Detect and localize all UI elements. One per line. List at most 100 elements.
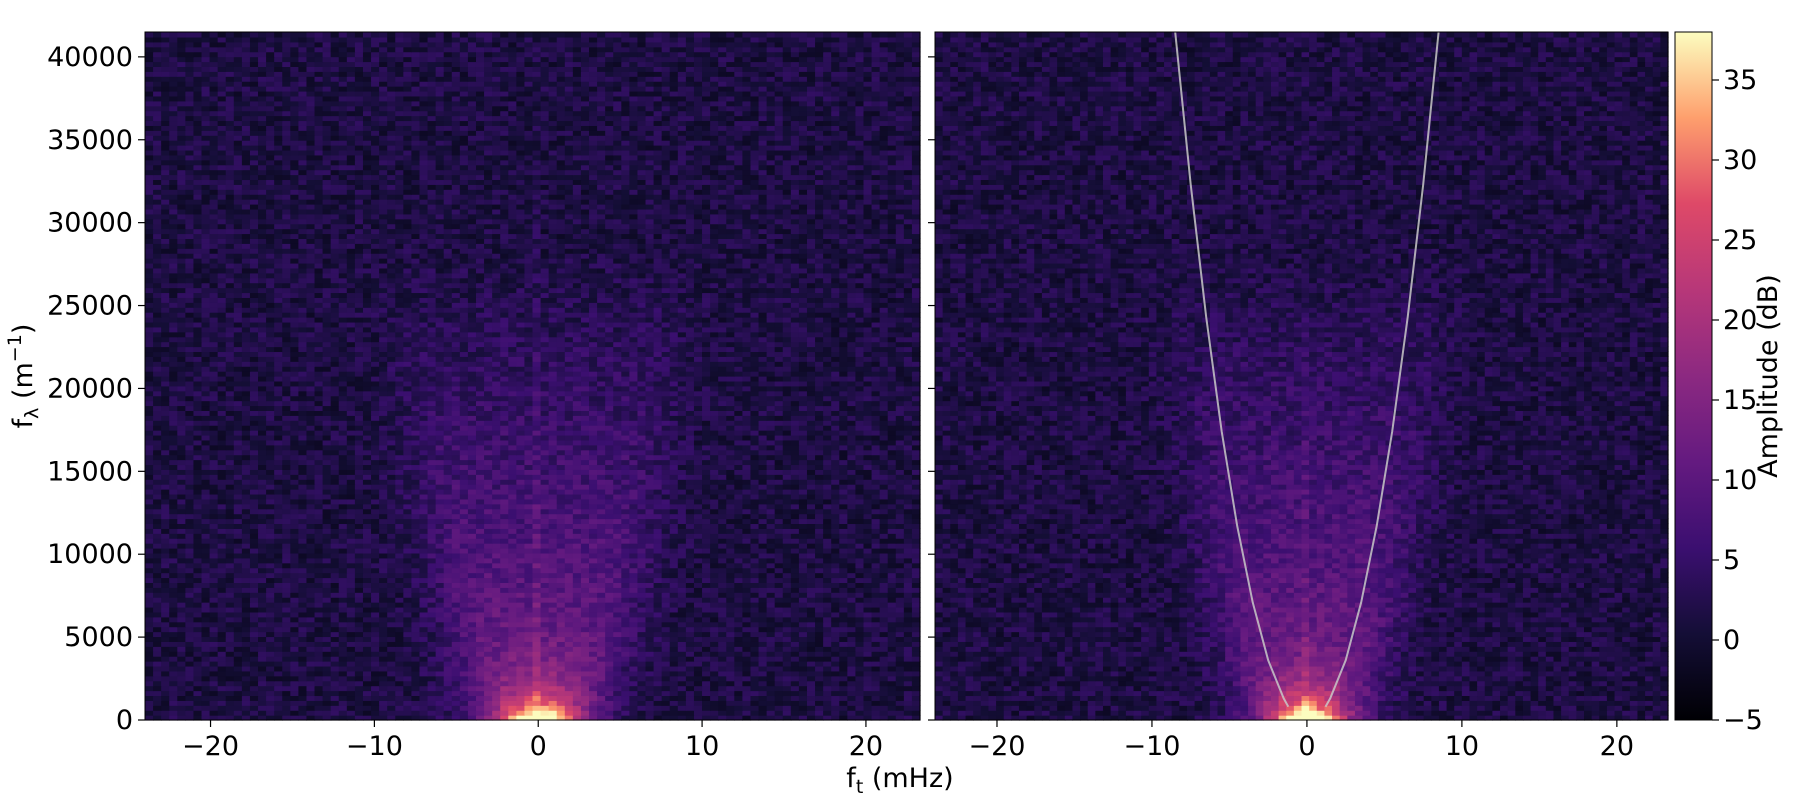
heatmap-cell bbox=[508, 705, 517, 711]
heatmap-cell bbox=[266, 479, 275, 485]
heatmap-cell bbox=[790, 538, 800, 544]
heatmap-cell bbox=[774, 464, 784, 470]
heatmap-cell bbox=[524, 503, 534, 510]
heatmap-cell bbox=[742, 611, 752, 618]
heatmap-cell bbox=[790, 469, 800, 475]
heatmap-cell bbox=[443, 567, 453, 574]
heatmap-cell bbox=[693, 552, 703, 559]
heatmap-cell bbox=[895, 557, 905, 564]
heatmap-cell bbox=[677, 582, 687, 588]
heatmap-cell bbox=[282, 493, 291, 500]
heatmap-cell bbox=[782, 543, 792, 549]
heatmap-cell bbox=[734, 567, 743, 574]
heatmap-cell bbox=[484, 469, 493, 475]
heatmap-cell bbox=[516, 651, 526, 657]
heatmap-cell bbox=[403, 592, 412, 598]
heatmap-cell bbox=[508, 665, 517, 672]
heatmap-cell bbox=[475, 665, 485, 672]
heatmap-cell bbox=[346, 710, 356, 716]
heatmap-cell bbox=[403, 493, 412, 500]
heatmap-cell bbox=[451, 641, 461, 647]
heatmap-cell bbox=[669, 685, 679, 692]
heatmap-cell bbox=[758, 700, 768, 706]
heatmap-cell bbox=[693, 543, 703, 549]
heatmap-cell bbox=[661, 700, 671, 706]
heatmap-cell bbox=[153, 528, 162, 534]
heatmap-cell bbox=[887, 572, 897, 579]
heatmap-cell bbox=[298, 484, 308, 490]
heatmap-cell bbox=[492, 631, 501, 638]
heatmap-cell bbox=[145, 577, 154, 583]
heatmap-cell bbox=[605, 489, 614, 495]
heatmap-cell bbox=[362, 592, 372, 598]
heatmap-cell bbox=[540, 572, 550, 579]
heatmap-cell bbox=[443, 552, 453, 559]
heatmap-cell bbox=[298, 665, 308, 672]
heatmap-cell bbox=[411, 656, 421, 662]
heatmap-cell bbox=[580, 700, 590, 706]
heatmap-cell bbox=[871, 464, 881, 470]
heatmap-cell bbox=[266, 562, 275, 569]
heatmap-cell bbox=[548, 621, 558, 628]
heatmap-cell bbox=[467, 572, 477, 579]
heatmap-cell bbox=[806, 528, 816, 534]
heatmap-cell bbox=[266, 498, 275, 505]
heatmap-cell bbox=[371, 592, 380, 598]
heatmap-cell bbox=[258, 469, 267, 475]
heatmap-cell bbox=[589, 543, 598, 549]
heatmap-cell bbox=[266, 700, 275, 706]
heatmap-cell bbox=[467, 474, 477, 480]
heatmap-cell bbox=[177, 562, 186, 569]
heatmap-cell bbox=[710, 656, 719, 662]
heatmap-cell bbox=[379, 665, 388, 672]
heatmap-cell bbox=[298, 493, 308, 500]
heatmap-cell bbox=[306, 680, 316, 687]
heatmap-cell bbox=[564, 651, 574, 657]
heatmap-cell bbox=[863, 606, 873, 613]
heatmap-cell bbox=[346, 602, 356, 608]
heatmap-cell bbox=[161, 489, 170, 495]
heatmap-cell bbox=[387, 577, 396, 583]
heatmap-cell bbox=[790, 464, 800, 470]
heatmap-cell bbox=[798, 656, 808, 662]
heatmap-cell bbox=[863, 685, 873, 692]
heatmap-cell bbox=[871, 543, 881, 549]
heatmap-cell bbox=[806, 675, 816, 682]
heatmap-cell bbox=[782, 552, 792, 559]
heatmap-cell bbox=[871, 631, 881, 638]
heatmap-cell bbox=[766, 518, 776, 525]
heatmap-cell bbox=[298, 474, 308, 480]
heatmap-cell bbox=[185, 656, 195, 662]
heatmap-cell bbox=[548, 695, 558, 701]
heatmap-cell bbox=[580, 548, 590, 554]
heatmap-cell bbox=[508, 670, 517, 677]
heatmap-cell bbox=[266, 592, 275, 598]
heatmap-cell bbox=[758, 665, 768, 672]
heatmap-cell bbox=[613, 582, 622, 588]
heatmap-cell bbox=[637, 646, 647, 652]
heatmap-cell bbox=[330, 587, 340, 593]
heatmap-cell bbox=[823, 548, 832, 554]
heatmap-cell bbox=[225, 503, 235, 510]
heatmap-cell bbox=[637, 582, 647, 588]
heatmap-cell bbox=[677, 562, 687, 569]
heatmap-cell bbox=[540, 577, 550, 583]
heatmap-cell bbox=[395, 503, 404, 510]
heatmap-cell bbox=[524, 508, 534, 515]
heatmap-cell bbox=[451, 552, 461, 559]
heatmap-cell bbox=[887, 493, 897, 500]
heatmap-cell bbox=[637, 690, 647, 697]
heatmap-cell bbox=[613, 469, 622, 475]
heatmap-cell bbox=[710, 611, 719, 618]
heatmap-cell bbox=[161, 626, 170, 633]
heatmap-cell bbox=[847, 503, 857, 510]
heatmap-cell bbox=[306, 597, 316, 603]
heatmap-cell bbox=[685, 695, 695, 701]
heatmap-cell bbox=[201, 474, 211, 480]
heatmap-cell bbox=[839, 548, 848, 554]
heatmap-cell bbox=[427, 469, 437, 475]
heatmap-cell bbox=[806, 489, 816, 495]
heatmap-cell bbox=[500, 489, 509, 495]
heatmap-cell bbox=[169, 533, 178, 539]
heatmap-cell bbox=[693, 680, 703, 687]
